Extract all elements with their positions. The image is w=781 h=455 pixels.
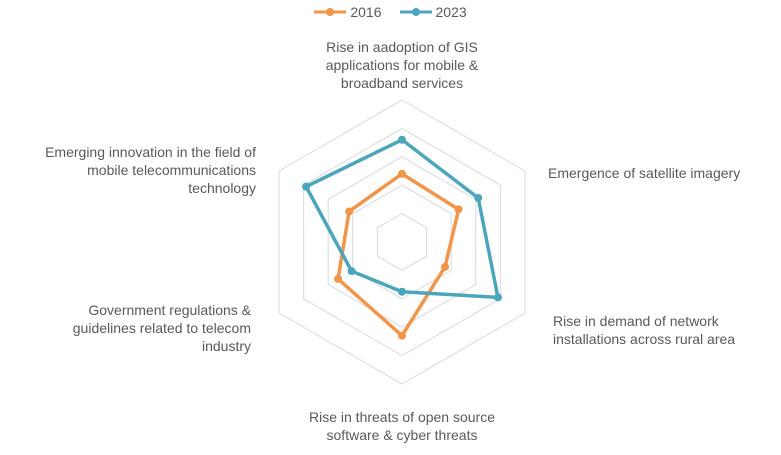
data-point-2023-6 bbox=[302, 182, 311, 191]
axis-label-5-line-3: industry bbox=[202, 338, 251, 354]
legend-item-2023: 2023 bbox=[399, 4, 467, 20]
axis-label-6: Emerging innovation in the field of mobil… bbox=[45, 144, 256, 196]
axis-label-6-line-3: technology bbox=[188, 180, 256, 196]
legend-label-2023: 2023 bbox=[435, 4, 467, 20]
data-point-2016-2 bbox=[454, 205, 463, 214]
axis-label-5-line-2: guidelines related to telecom bbox=[73, 320, 251, 336]
data-point-2023-1 bbox=[398, 135, 406, 144]
data-point-2016-1 bbox=[398, 169, 406, 178]
grid-ring-1 bbox=[376, 213, 428, 271]
legend-marker-2016 bbox=[314, 8, 347, 16]
data-point-2023-3 bbox=[493, 293, 502, 302]
axis-label-3-line-1: Rise in demand of network bbox=[553, 313, 720, 329]
data-point-2016-4 bbox=[398, 331, 406, 340]
grid-ring-3 bbox=[327, 156, 477, 328]
axis-label-1-line-2: applications for mobile & bbox=[326, 57, 479, 73]
series-line-2016 bbox=[336, 172, 461, 338]
grid-ring-5 bbox=[278, 99, 526, 385]
axis-label-2-line-1: Emergence of satellite imagery bbox=[548, 165, 740, 181]
legend-marker-2023 bbox=[399, 8, 432, 16]
data-point-2023-4 bbox=[398, 287, 406, 296]
grid-ring-2 bbox=[352, 184, 452, 300]
axis-label-4-line-1: Rise in threats of open source bbox=[309, 409, 495, 425]
axis-label-5-line-1: Government regulations & bbox=[88, 302, 251, 318]
axis-label-3: Rise in demand of network installations a… bbox=[553, 313, 735, 347]
axis-label-6-line-2: mobile telecommunications bbox=[87, 162, 256, 178]
axis-label-6-line-1: Emerging innovation in the field of bbox=[45, 144, 256, 160]
axis-label-1-line-1: Rise in aadoption of GIS bbox=[326, 39, 478, 55]
data-point-2023-2 bbox=[474, 193, 483, 202]
legend: 2016 2023 bbox=[0, 4, 781, 20]
data-point-2016-6 bbox=[345, 207, 354, 216]
axis-label-2: Emergence of satellite imagery bbox=[548, 165, 740, 181]
axis-label-1-line-3: broadband services bbox=[341, 75, 463, 91]
axis-label-3-line-2: installations across rural area bbox=[553, 331, 735, 347]
data-point-2023-5 bbox=[347, 267, 356, 276]
axis-label-5: Government regulations & guidelines relat… bbox=[73, 302, 252, 354]
legend-label-2016: 2016 bbox=[350, 4, 382, 20]
series-line-2023 bbox=[304, 138, 500, 300]
axis-label-1: Rise in aadoption of GIS applications for… bbox=[326, 39, 479, 91]
axis-label-4-line-2: software & cyber threats bbox=[327, 427, 478, 443]
data-point-2016-3 bbox=[441, 262, 450, 271]
data-point-2016-5 bbox=[334, 274, 343, 283]
axis-label-4: Rise in threats of open source software &… bbox=[309, 409, 495, 443]
grid-ring-4 bbox=[303, 127, 501, 357]
legend-item-2016: 2016 bbox=[314, 4, 382, 20]
